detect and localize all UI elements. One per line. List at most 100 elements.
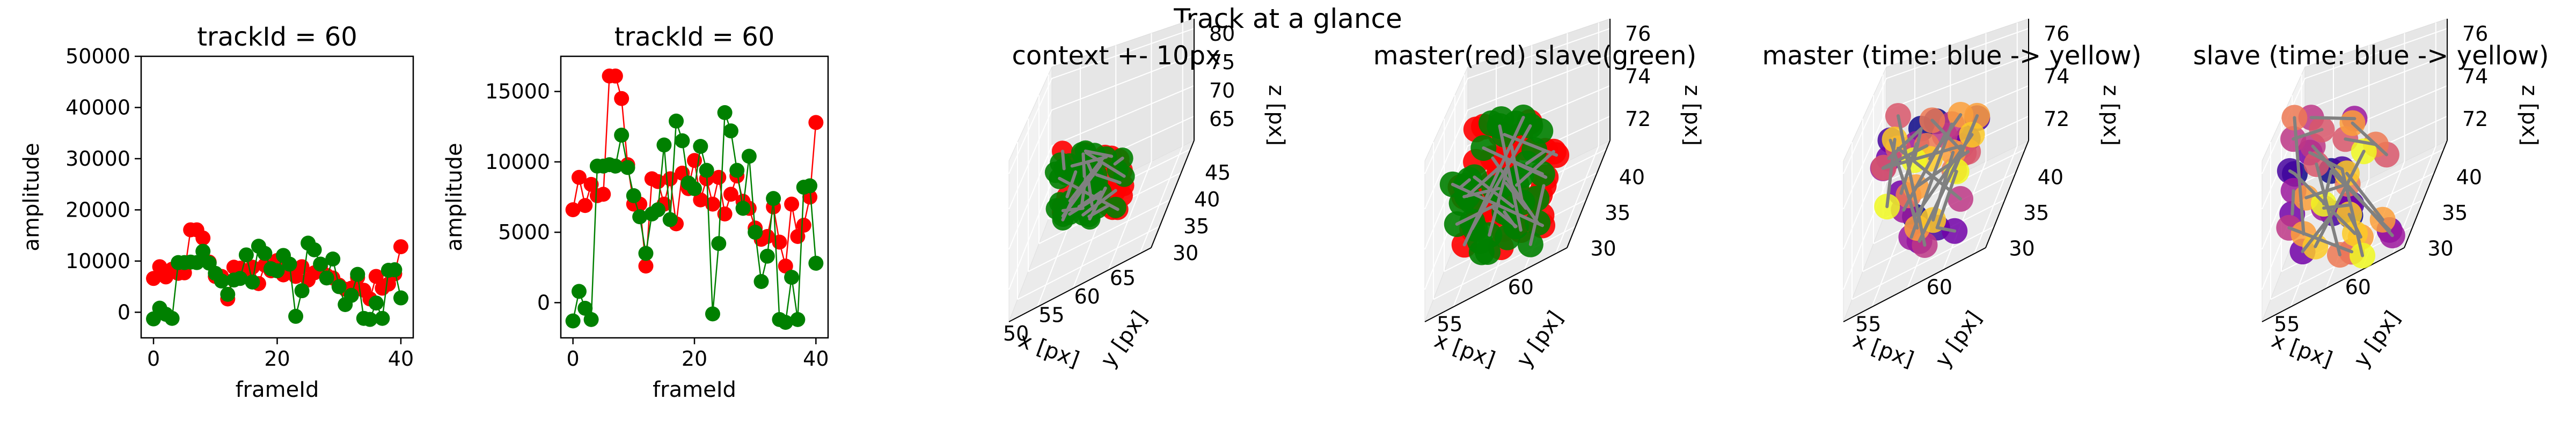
x-tick-label: 55 [1038, 303, 1064, 327]
y-axis-line [1985, 140, 2029, 248]
link-line [1492, 206, 1518, 228]
link-line [1935, 226, 1957, 233]
grid-line [1108, 161, 1152, 270]
y-tick-label: 0 [537, 291, 550, 314]
link-line [2292, 128, 2324, 141]
data-point [282, 256, 297, 272]
z-tick-label: 80 [1209, 22, 1235, 46]
data-point [711, 236, 727, 252]
link-line [1087, 204, 1110, 218]
y-axis-line [1567, 140, 1611, 248]
link-line [1912, 127, 1923, 162]
data-point [195, 243, 211, 259]
z-tick-label: 76 [1625, 22, 1651, 46]
z-axis-label: z [px] [1680, 85, 1704, 146]
y-axis-label: amplitude [19, 143, 44, 251]
plot-area [146, 222, 408, 327]
grid-line [1424, 28, 1611, 174]
link-line [1525, 149, 1547, 165]
y-tick-label: 20000 [65, 198, 130, 221]
figure-suptitle: Track at a glance [1173, 3, 1402, 34]
y-tick-label: 10000 [65, 249, 130, 273]
data-point [705, 306, 720, 322]
y-tick-label: 40 [1194, 188, 1220, 211]
data-point [723, 123, 738, 139]
y-tick-label: 10000 [485, 150, 550, 174]
data-point [778, 258, 793, 274]
z-tick-label: 72 [2044, 107, 2069, 131]
data-point [313, 256, 328, 272]
x-axis-label: x [px] [1431, 328, 1498, 372]
data-point [759, 248, 775, 264]
data-point [669, 113, 684, 129]
data-point [790, 312, 806, 327]
grid-line [1942, 161, 1987, 270]
link-line [1085, 151, 1126, 178]
data-point [214, 273, 229, 289]
link-line [1482, 146, 1548, 179]
data-point [705, 196, 720, 212]
panel-title: trackId = 60 [197, 22, 357, 52]
grid-line [1008, 55, 1195, 210]
plot-area [565, 68, 824, 330]
slave-point [1527, 118, 1554, 144]
link-line [1907, 194, 1919, 230]
y-tick-label: 30 [2009, 237, 2035, 261]
grid-line [1843, 55, 2029, 210]
y-axis-label: amplitude [442, 143, 467, 251]
link-line [2314, 150, 2366, 248]
y-axis-line [1151, 140, 1195, 248]
x-tick-label: 20 [682, 347, 707, 371]
data-point [232, 271, 248, 286]
data-point [802, 178, 818, 194]
z-tick-label: 74 [1625, 65, 1651, 88]
y-tick-label: 15000 [485, 80, 550, 103]
link-line [2340, 167, 2365, 257]
data-point [164, 310, 180, 326]
y-axis-label: y [px] [1930, 307, 1987, 372]
data-point [608, 68, 623, 84]
link-line [1931, 151, 1955, 222]
link-line [2311, 144, 2394, 238]
link-line [2290, 189, 2295, 216]
data-point [362, 312, 378, 327]
link-line [1095, 173, 1122, 184]
x-tick-label: 60 [1074, 285, 1100, 308]
grid-line [1008, 85, 1195, 250]
z-tick-label: 72 [2462, 107, 2488, 131]
data-point [759, 229, 775, 244]
data-point [238, 247, 254, 263]
x-axis-label: x [px] [1015, 328, 1082, 372]
y-axis-label: y [px] [1096, 307, 1152, 372]
panel-title: master (time: blue -> yellow) [1762, 41, 2142, 71]
data-point [753, 274, 769, 289]
links-3d [1881, 113, 1979, 247]
x-tick-label: 60 [1508, 276, 1534, 299]
chart-panel-3: 50 55 60 65 30 35 40 45 65 70 75 80 x [px] y [px] z [p… [1003, 18, 1289, 372]
data-point [294, 283, 310, 299]
link-line [1935, 169, 1958, 230]
z-tick-label: 76 [2462, 22, 2488, 46]
link-line [1081, 189, 1117, 217]
x-axis-label: x [px] [2268, 328, 2336, 372]
link-line [1881, 144, 1963, 170]
grid-line [1008, 28, 1195, 174]
link-line [1462, 116, 1525, 247]
link-line [1504, 181, 1528, 210]
data-point [784, 196, 800, 212]
link-line [1113, 157, 1124, 166]
y-tick-label: 30 [1590, 237, 1616, 261]
x-axis-label: x [px] [1850, 328, 1917, 372]
z-tick-label: 65 [1209, 107, 1235, 131]
chart-panel-1: 0 20 40 0 10000 20000 30000 40000 50000 trackId =… [19, 22, 414, 402]
links-3d [1058, 149, 1126, 221]
z-tick-label: 72 [1625, 107, 1651, 131]
data-point [565, 202, 581, 218]
chart-panel-4: 55 60 30 35 40 72 74 76 x [px] y [px] z [px] master… [1373, 18, 1704, 372]
data-point [306, 242, 322, 257]
data-point [766, 191, 781, 206]
y-tick-label: 30 [2427, 237, 2453, 261]
z-tick-label: 74 [2462, 65, 2488, 88]
y-tick-label: 40 [1619, 165, 1645, 189]
